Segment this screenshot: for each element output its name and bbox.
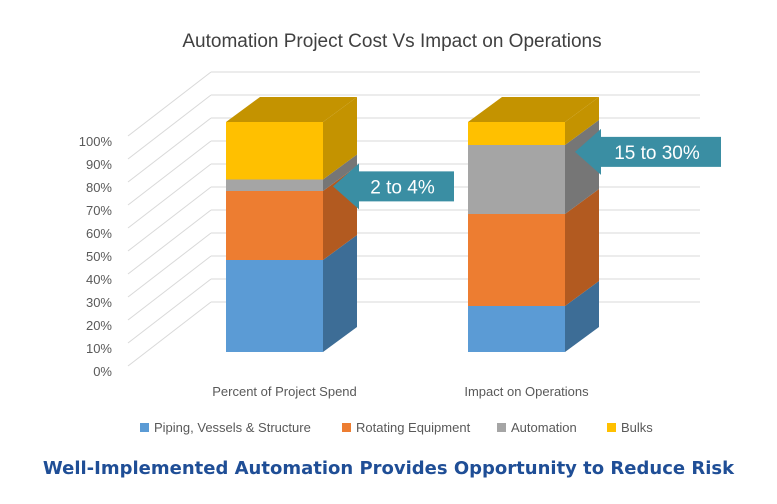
- bar-segment: [226, 122, 323, 180]
- y-tick-label: 50%: [86, 249, 112, 264]
- y-tick-label: 80%: [86, 180, 112, 195]
- y-tick-label: 60%: [86, 226, 112, 241]
- bar-side: [323, 97, 357, 180]
- annotation-arrow: [575, 128, 721, 175]
- bar-side: [565, 281, 599, 352]
- legend-swatch: [140, 423, 149, 432]
- gridline-side: [127, 278, 212, 344]
- bar-segment: [468, 306, 565, 352]
- gridline-side: [127, 163, 212, 229]
- bar-segment: [226, 179, 323, 191]
- bar-segment: [226, 260, 323, 352]
- gridline-side: [127, 117, 212, 183]
- legend-label: Automation: [511, 420, 577, 435]
- bar-top: [226, 97, 357, 122]
- gridline-side: [127, 186, 212, 252]
- gridline-side: [127, 140, 212, 206]
- y-tick-label: 100%: [79, 134, 113, 149]
- y-tick-label: 40%: [86, 272, 112, 287]
- y-axis-ticks: 0% 10% 20% 30% 40% 50% 60% 70% 80% 90% 100%: [79, 134, 113, 379]
- y-tick-label: 70%: [86, 203, 112, 218]
- x-tick-label: Percent of Project Spend: [212, 384, 357, 399]
- gridline-side: [127, 94, 212, 160]
- bar-segment: [226, 191, 323, 260]
- bar-side: [565, 97, 599, 145]
- legend-swatch: [607, 423, 616, 432]
- legend: Piping, Vessels & Structure Rotating Equi…: [140, 420, 653, 435]
- bar-top: [468, 97, 599, 122]
- chart-title: Automation Project Cost Vs Impact on Ope…: [182, 31, 601, 52]
- bars: [226, 97, 599, 352]
- y-tick-label: 0%: [93, 364, 112, 379]
- bar-segment: [468, 122, 565, 145]
- gridline-side: [127, 209, 212, 275]
- caption: Well-Implemented Automation Provides Opp…: [42, 458, 735, 479]
- gridline-side: [127, 71, 212, 137]
- bar-side: [565, 189, 599, 306]
- grid-layer: [127, 71, 700, 367]
- bar-segment: [468, 214, 565, 306]
- legend-label: Rotating Equipment: [356, 420, 471, 435]
- annotation-arrow: [333, 163, 454, 210]
- annotation-label: 2 to 4%: [370, 177, 435, 198]
- gridline-side: [127, 301, 212, 367]
- x-tick-label: Impact on Operations: [464, 384, 589, 399]
- y-tick-label: 90%: [86, 157, 112, 172]
- y-tick-label: 10%: [86, 341, 112, 356]
- x-axis-labels: Percent of Project Spend Impact on Operat…: [212, 384, 589, 399]
- bar-segment: [468, 145, 565, 214]
- bar-side: [323, 235, 357, 352]
- legend-label: Piping, Vessels & Structure: [154, 420, 311, 435]
- annotations: 2 to 4% 15 to 30%: [333, 128, 721, 210]
- legend-label: Bulks: [621, 420, 653, 435]
- bar-side: [323, 154, 357, 191]
- gridline-side: [127, 255, 212, 321]
- legend-swatch: [497, 423, 506, 432]
- y-tick-label: 30%: [86, 295, 112, 310]
- legend-swatch: [342, 423, 351, 432]
- y-tick-label: 20%: [86, 318, 112, 333]
- annotation-label: 15 to 30%: [614, 143, 700, 164]
- gridline-side: [127, 232, 212, 298]
